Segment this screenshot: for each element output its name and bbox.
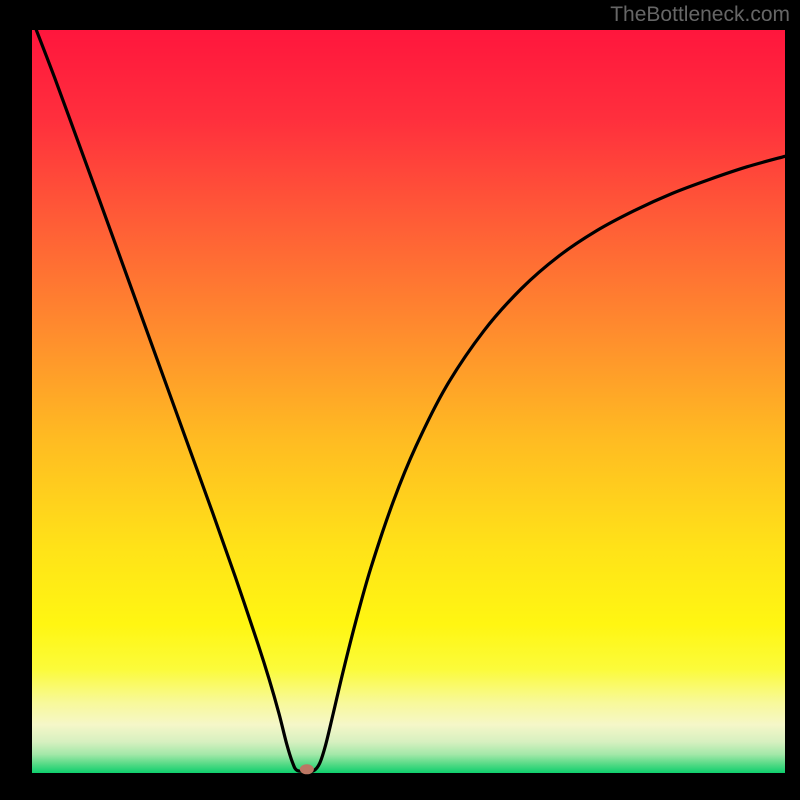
chart-stage: TheBottleneck.com — [0, 0, 800, 800]
plot-background — [32, 30, 785, 773]
watermark-text: TheBottleneck.com — [610, 3, 790, 27]
bottleneck-chart — [0, 0, 800, 800]
optimal-point-marker — [300, 764, 314, 774]
